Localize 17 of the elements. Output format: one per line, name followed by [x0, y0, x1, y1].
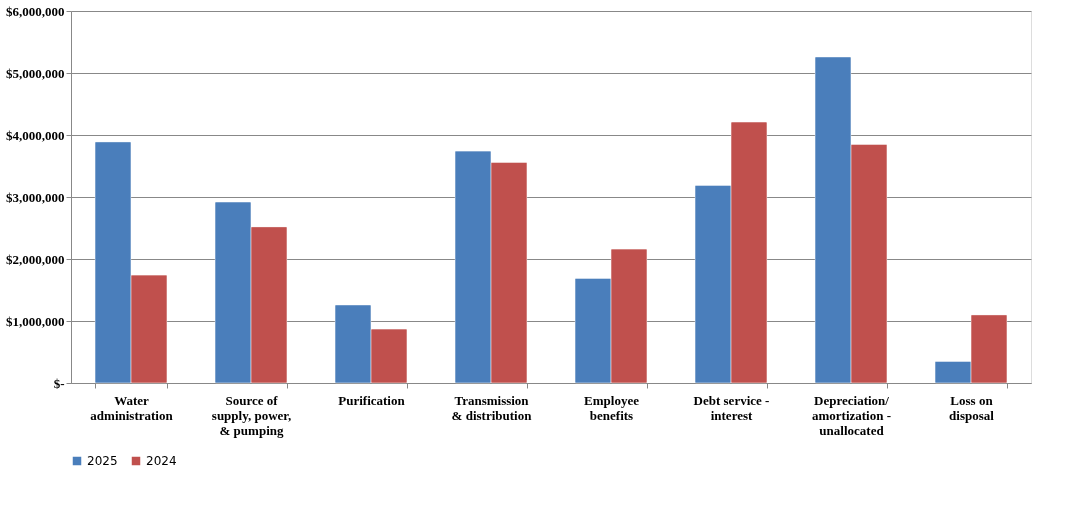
y-tick-label: $3,000,000: [6, 189, 65, 205]
y-tick-label: $1,000,000: [6, 313, 65, 329]
y-tick-label: $2,000,000: [6, 251, 65, 267]
x-tick-label: Loss on disposal: [949, 392, 995, 423]
x-tick-label: Source of supply, power, & pumping: [211, 392, 292, 438]
y-tick-label: $4,000,000: [6, 127, 65, 143]
x-tick-label: Employee benefits: [584, 392, 640, 423]
x-tick-label: Debt service - interest: [693, 392, 770, 423]
legend-label: 2025: [87, 454, 118, 468]
y-tick-label: $-: [53, 375, 65, 391]
legend-label: 2024: [146, 454, 177, 468]
y-tick-label: $6,000,000: [6, 3, 65, 19]
x-tick-label: Transmission & distribution: [451, 392, 533, 423]
x-tick-label: Purification: [338, 392, 406, 408]
x-tick-label: Depreciation/ amortization - unallocated: [811, 392, 892, 438]
y-tick-label: $5,000,000: [6, 65, 65, 81]
x-tick-label: Water administration: [90, 392, 174, 423]
